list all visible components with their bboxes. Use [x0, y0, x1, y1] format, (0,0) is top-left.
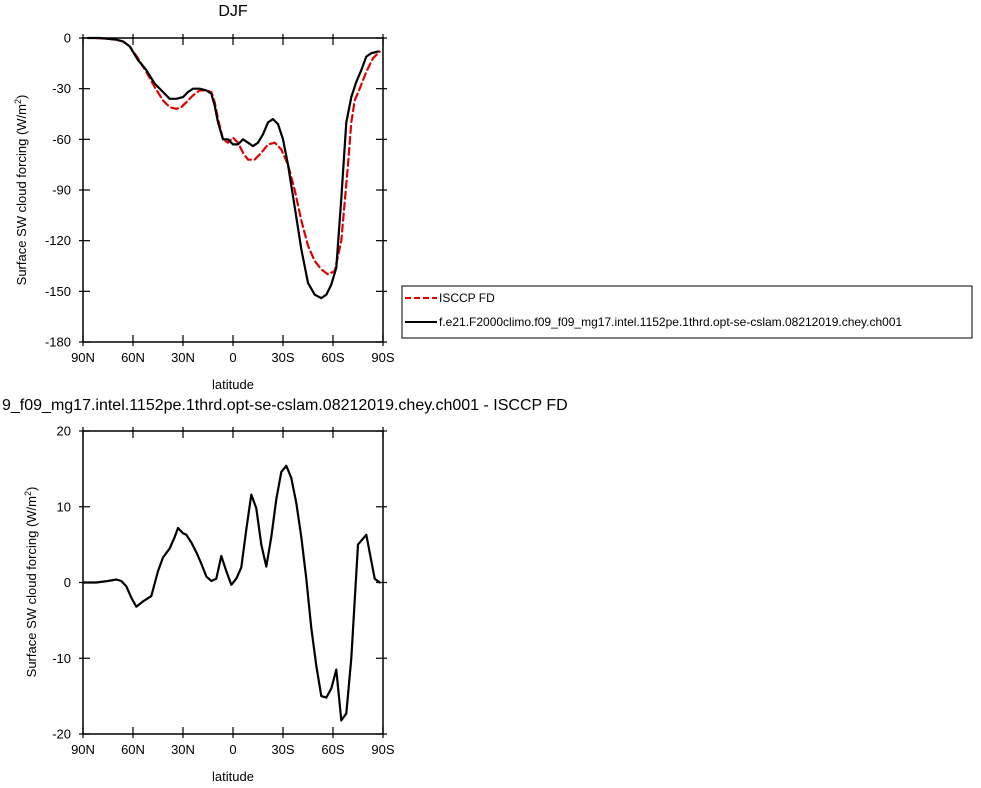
- legend-label-isccp: ISCCP FD: [439, 291, 495, 305]
- top-chart-panel: DJF 0 -30 -60 -90 -120 -150 -180 90N 60N 30N 0 30S…: [13, 3, 395, 392]
- top-chart-y-axis-title-end: ): [14, 95, 29, 99]
- top-chart-y-tick-label: -90: [52, 183, 71, 198]
- top-chart-y-axis-title-sup: 2: [13, 99, 23, 104]
- bottom-chart-x-tick-label: 30S: [271, 742, 294, 757]
- bottom-chart-series: [81, 464, 381, 722]
- bottom-chart-x-tick-label: 0: [229, 742, 236, 757]
- top-chart-x-ticks: 90N 60N 30N 0 30S 60S 90S: [71, 34, 395, 365]
- bottom-chart-y-tick-label: -10: [52, 651, 71, 666]
- top-chart-series-line-1: [86, 36, 380, 300]
- bottom-chart-x-tick-label: 60N: [121, 742, 145, 757]
- top-chart-x-tick-label: 90S: [371, 350, 394, 365]
- top-chart-y-tick-label: -150: [45, 284, 71, 299]
- legend-label-model: f.e21.F2000climo.f09_f09_mg17.intel.1152…: [439, 315, 903, 329]
- bottom-chart-x-tick-label: 60S: [321, 742, 344, 757]
- top-chart-y-axis-title: Surface SW cloud forcing (W/m2): [13, 95, 29, 286]
- bottom-chart-y-axis-title-end: ): [24, 487, 39, 491]
- top-chart-x-axis-title: latitude: [212, 377, 254, 392]
- bottom-chart-x-tick-label: 30N: [171, 742, 195, 757]
- bottom-chart-y-ticks: 20 10 0 -10 -20: [52, 424, 387, 742]
- top-chart-x-tick-label: 30S: [271, 350, 294, 365]
- top-chart-series-line-0: [95, 36, 381, 276]
- top-chart-y-tick-label: 0: [64, 31, 71, 46]
- bottom-chart-x-ticks: 90N 60N 30N 0 30S 60S 90S: [71, 427, 395, 757]
- top-chart-y-tick-label: -30: [52, 81, 71, 96]
- top-chart-x-tick-label: 90N: [71, 350, 95, 365]
- bottom-chart-y-axis-title-sup: 2: [23, 491, 33, 496]
- bottom-chart-y-tick-label: 0: [64, 575, 71, 590]
- bottom-chart-series-line-0: [81, 464, 381, 722]
- legend: ISCCP FD f.e21.F2000climo.f09_f09_mg17.i…: [401, 285, 973, 339]
- top-chart-x-tick-label: 30N: [171, 350, 195, 365]
- top-chart-plot-frame: [82, 37, 384, 343]
- top-chart-y-axis-title-main: Surface SW cloud forcing (W/m: [14, 104, 29, 285]
- bottom-chart-x-axis-title: latitude: [212, 769, 254, 784]
- bottom-chart-panel: 9_f09_mg17.intel.1152pe.1thrd.opt-se-csl…: [2, 397, 568, 784]
- top-chart-title: DJF: [218, 3, 248, 20]
- top-chart-y-tick-label: -60: [52, 132, 71, 147]
- bottom-chart-y-axis-title: Surface SW cloud forcing (W/m2): [23, 487, 39, 678]
- bottom-chart-x-tick-label: 90S: [371, 742, 394, 757]
- bottom-chart-y-tick-label: 20: [57, 424, 71, 439]
- top-chart-series: [86, 36, 381, 300]
- bottom-chart-x-tick-label: 90N: [71, 742, 95, 757]
- bottom-chart-y-tick-label: -20: [52, 727, 71, 742]
- top-chart-x-tick-label: 60S: [321, 350, 344, 365]
- top-chart-y-ticks: 0 -30 -60 -90 -120 -150 -180: [45, 31, 387, 350]
- bottom-chart-y-axis-title-main: Surface SW cloud forcing (W/m: [24, 496, 39, 677]
- bottom-chart-y-tick-label: 10: [57, 499, 71, 514]
- top-chart-x-tick-label: 0: [229, 350, 236, 365]
- top-chart-y-tick-label: -120: [45, 233, 71, 248]
- top-chart-x-tick-label: 60N: [121, 350, 145, 365]
- top-chart-y-tick-label: -180: [45, 335, 71, 350]
- legend-box: [401, 285, 973, 339]
- bottom-chart-title: 9_f09_mg17.intel.1152pe.1thrd.opt-se-csl…: [2, 397, 568, 414]
